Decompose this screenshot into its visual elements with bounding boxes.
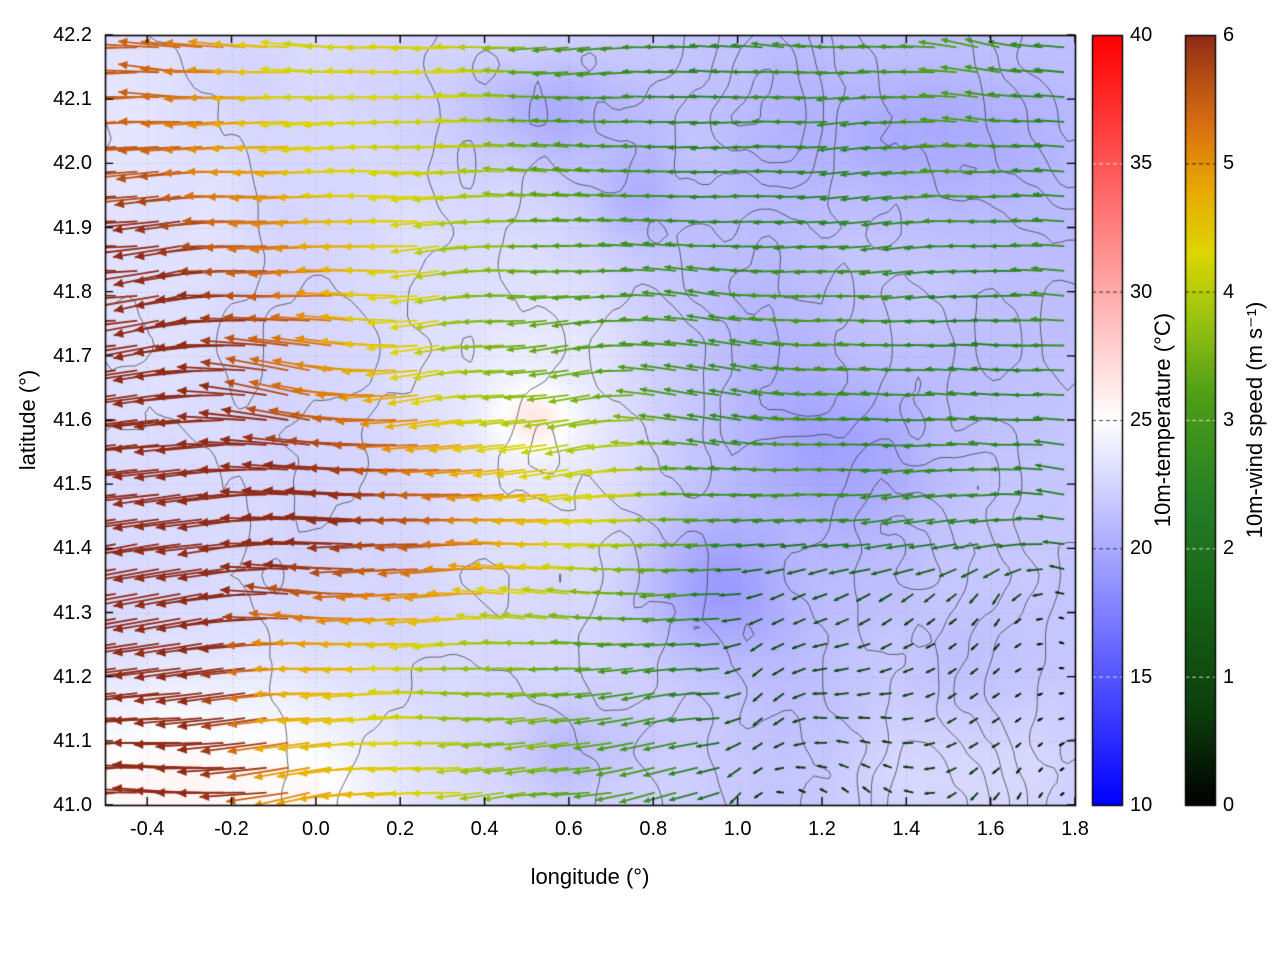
x-axis-tick-label: 1.0 xyxy=(723,818,752,840)
temperature-colorbar-label: 10m-temperature (°C) xyxy=(1150,312,1175,528)
temperature-colorbar-tick-label: 40 xyxy=(1130,24,1153,46)
x-axis-tick-label: 1.8 xyxy=(1061,818,1089,840)
temperature-colorbar-tick-label: 15 xyxy=(1130,665,1153,688)
y-axis-tick-label: 42.2 xyxy=(53,24,92,46)
x-axis-label: longitude (°) xyxy=(530,864,650,889)
temperature-colorbar-tick-label: 10 xyxy=(1130,794,1153,816)
wind-colorbar-tick-label: 0 xyxy=(1223,794,1235,816)
y-axis-tick-label: 41.4 xyxy=(53,537,92,560)
y-axis-tick-label: 41.9 xyxy=(53,216,92,239)
x-axis-tick-label: -0.4 xyxy=(129,818,165,840)
wind-colorbar-tick-label: 1 xyxy=(1223,665,1235,688)
y-axis-tick-label: 42.0 xyxy=(53,152,92,175)
wind-colorbar-tick-label: 3 xyxy=(1223,409,1235,431)
y-axis-tick-label: 41.1 xyxy=(53,729,92,752)
x-axis-tick-label: 0.6 xyxy=(555,818,583,840)
y-axis-tick-label: 41.8 xyxy=(53,280,92,303)
temperature-colorbar-tick-label: 30 xyxy=(1130,280,1153,303)
y-axis-label: latitude (°) xyxy=(15,369,40,471)
y-axis-tick-label: 41.6 xyxy=(53,409,92,431)
temperature-colorbar-tick-label: 20 xyxy=(1130,537,1153,560)
x-axis-tick-label: 0.4 xyxy=(470,818,499,840)
x-axis-tick-label: -0.2 xyxy=(214,818,249,840)
y-axis-tick-label: 41.2 xyxy=(53,665,92,688)
wind-colorbar-label: 10m-wind speed (m s⁻¹) xyxy=(1242,301,1267,539)
y-axis-tick-label: 41.0 xyxy=(53,794,92,816)
x-axis-tick-label: 1.2 xyxy=(808,818,836,840)
x-axis-tick-label: 0.2 xyxy=(386,818,415,840)
y-axis-tick-label: 41.5 xyxy=(53,473,92,496)
wind-colorbar-tick-label: 4 xyxy=(1223,280,1235,303)
y-axis-tick-label: 42.1 xyxy=(53,88,92,111)
temperature-colorbar-tick-label: 25 xyxy=(1130,409,1153,431)
wind-colorbar-tick-label: 5 xyxy=(1223,152,1235,175)
y-axis-tick-label: 41.7 xyxy=(53,344,92,367)
x-axis-tick-label: 0.8 xyxy=(639,818,668,840)
x-axis-tick-label: 0.0 xyxy=(301,818,330,840)
x-axis-tick-label: 1.4 xyxy=(892,818,921,840)
temperature-colorbar-tick-label: 35 xyxy=(1130,152,1153,175)
x-axis-tick-label: 1.6 xyxy=(976,818,1005,840)
wind-colorbar-tick-label: 6 xyxy=(1223,24,1235,46)
y-axis-tick-label: 41.3 xyxy=(53,601,92,624)
wind-colorbar-tick-label: 2 xyxy=(1223,537,1235,560)
